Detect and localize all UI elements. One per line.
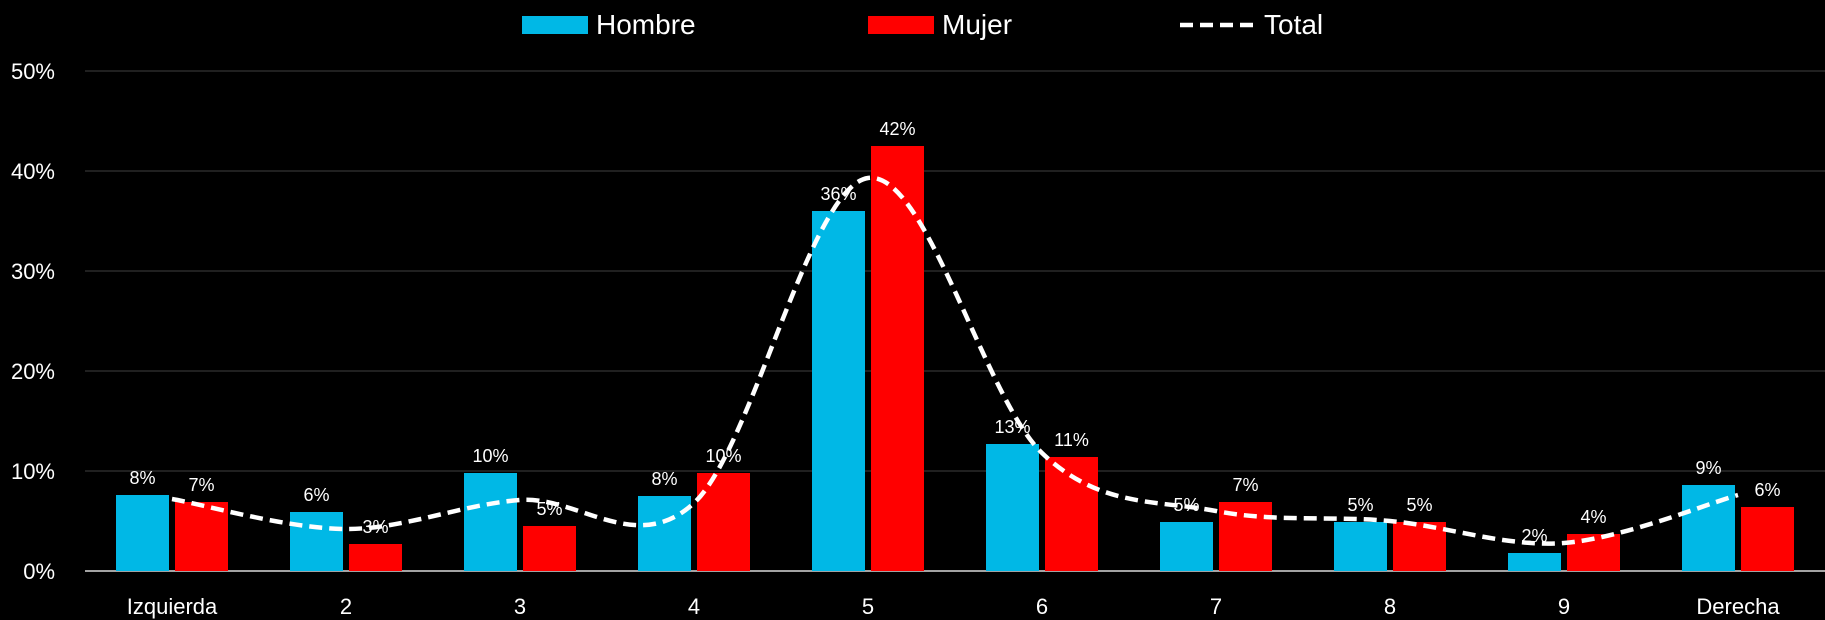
bar-mujer — [1393, 522, 1446, 571]
y-tick-label: 50% — [11, 59, 55, 84]
bar-hombre — [116, 495, 169, 571]
data-label-hombre: 36% — [820, 184, 856, 204]
data-label-mujer: 7% — [1232, 475, 1258, 495]
legend-item-mujer: Mujer — [868, 9, 1012, 40]
y-axis: 0% 10% 20% 30% 40% 50% — [11, 59, 55, 584]
data-label-mujer: 42% — [879, 119, 915, 139]
data-label-hombre: 8% — [129, 468, 155, 488]
data-label-hombre: 13% — [994, 417, 1030, 437]
bar-hombre — [638, 496, 691, 571]
bar-mujer — [175, 502, 228, 571]
bar-hombre — [464, 473, 517, 571]
bar-hombre — [1160, 522, 1213, 571]
data-label-mujer: 7% — [188, 475, 214, 495]
grid-lines — [85, 70, 1825, 572]
legend-label: Mujer — [942, 9, 1012, 40]
legend-label: Total — [1264, 9, 1323, 40]
x-tick-label: 9 — [1558, 594, 1570, 619]
bars — [116, 146, 1794, 571]
data-label-mujer: 11% — [1054, 430, 1089, 450]
bar-mujer — [871, 146, 924, 571]
bar-mujer — [697, 473, 750, 571]
data-label-hombre: 5% — [1173, 495, 1199, 515]
bar-hombre — [1334, 522, 1387, 571]
legend-item-total: Total — [1180, 9, 1323, 40]
y-tick-label: 10% — [11, 459, 55, 484]
bar-mujer — [1741, 507, 1794, 571]
bar-hombre — [986, 444, 1039, 571]
bar-hombre — [290, 512, 343, 571]
y-tick-label: 30% — [11, 259, 55, 284]
x-axis: Izquierda 2 3 4 5 6 7 8 9 Derecha — [127, 594, 1781, 619]
bar-hombre — [1508, 553, 1561, 571]
data-labels: 8% 6% 10% 8% 36% 13% 5% 5% 2% 9% 7% 3% 5% 10% 42% 11% 7%… — [129, 119, 1780, 546]
data-label-hombre: 9% — [1695, 458, 1721, 478]
data-label-mujer: 5% — [536, 499, 562, 519]
x-tick-label: 3 — [514, 594, 526, 619]
total-line — [171, 175, 1739, 546]
legend-swatch — [868, 16, 934, 34]
data-label-hombre: 6% — [303, 485, 329, 505]
x-tick-label: 7 — [1210, 594, 1222, 619]
x-tick-label: 5 — [862, 594, 874, 619]
x-tick-label: 4 — [688, 594, 700, 619]
x-tick-label: Derecha — [1696, 594, 1780, 619]
data-label-mujer: 4% — [1580, 507, 1606, 527]
data-label-hombre: 10% — [472, 446, 508, 466]
legend-swatch — [522, 16, 588, 34]
x-tick-label: Izquierda — [127, 594, 218, 619]
data-label-mujer: 3% — [362, 517, 388, 537]
x-tick-label: 6 — [1036, 594, 1048, 619]
data-label-hombre: 2% — [1521, 526, 1547, 546]
data-label-mujer: 6% — [1754, 480, 1780, 500]
y-tick-label: 0% — [23, 559, 55, 584]
bar-mujer — [349, 544, 402, 571]
data-label-hombre: 5% — [1347, 495, 1373, 515]
x-tick-label: 8 — [1384, 594, 1396, 619]
legend-item-hombre: Hombre — [522, 9, 696, 40]
data-label-hombre: 8% — [651, 469, 677, 489]
series-line-total — [171, 175, 1739, 546]
x-tick-label: 2 — [340, 594, 352, 619]
bar-hombre — [812, 211, 865, 571]
bar-mujer — [523, 526, 576, 571]
legend: Hombre Mujer Total — [522, 9, 1323, 40]
data-label-mujer: 10% — [705, 446, 741, 466]
data-label-mujer: 5% — [1406, 495, 1432, 515]
y-tick-label: 20% — [11, 359, 55, 384]
y-tick-label: 40% — [11, 159, 55, 184]
legend-label: Hombre — [596, 9, 696, 40]
